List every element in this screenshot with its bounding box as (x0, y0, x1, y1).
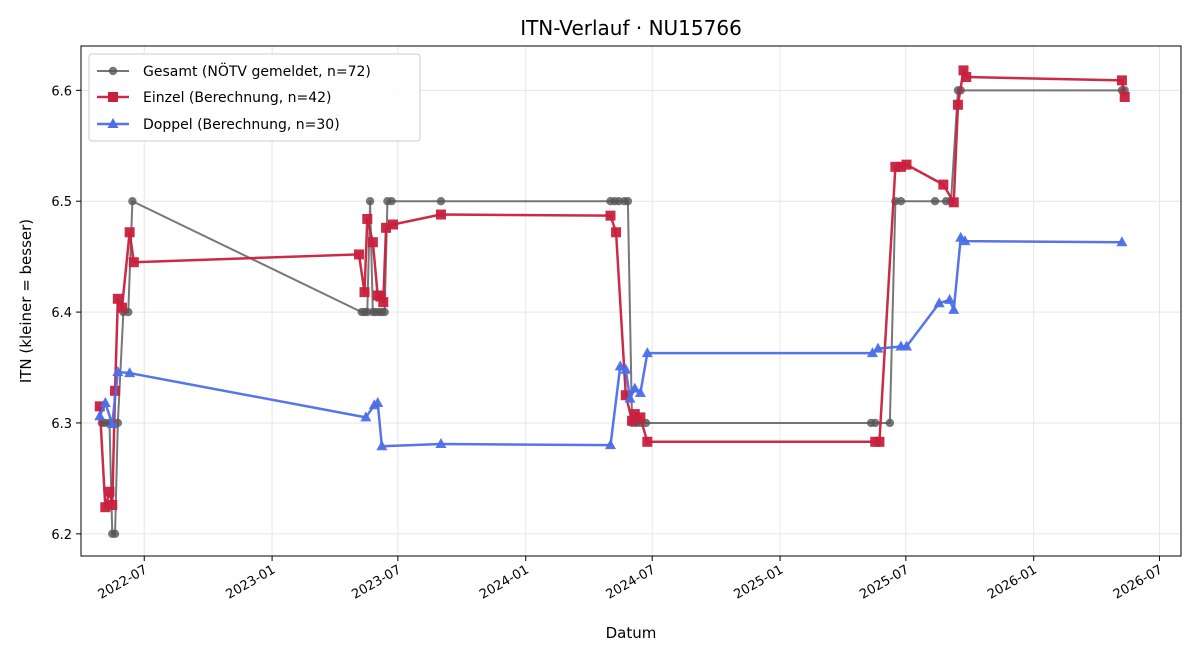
chart-title: ITN-Verlauf · NU15766 (520, 16, 742, 40)
y-tick-label: 6.3 (51, 417, 72, 432)
data-point-einzel (620, 390, 631, 401)
data-point-doppel (1116, 236, 1128, 247)
data-point-einzel (353, 249, 364, 260)
y-tick-label: 6.6 (51, 84, 72, 99)
data-point-doppel (106, 418, 118, 429)
y-axis-label: ITN (kleiner = besser) (17, 219, 35, 383)
data-point-einzel (901, 159, 912, 170)
data-point-einzel (94, 401, 105, 412)
series-layer (94, 65, 1130, 539)
y-tick-label: 6.2 (51, 528, 72, 543)
data-point-einzel (627, 415, 638, 426)
data-point-gesamt (885, 418, 895, 428)
data-point-doppel (944, 293, 956, 304)
data-point-einzel (642, 436, 653, 447)
data-point-einzel (948, 197, 959, 208)
data-point-doppel (435, 438, 447, 449)
x-axis-label: Datum (606, 624, 657, 642)
data-point-einzel (362, 213, 373, 224)
data-point-einzel (629, 409, 640, 420)
legend-entry-einzel: Einzel (Berechnung, n=42) (97, 90, 332, 106)
data-point-gesamt (365, 197, 375, 206)
series-line-einzel (98, 69, 1126, 509)
data-point-einzel (890, 161, 901, 172)
data-point-gesamt (387, 197, 396, 206)
data-point-einzel (611, 227, 622, 238)
plot-frame (80, 45, 1182, 557)
data-point-einzel (952, 99, 963, 110)
data-point-doppel (948, 303, 960, 314)
data-point-einzel (359, 287, 370, 298)
data-point-doppel (605, 439, 617, 450)
data-point-einzel (635, 412, 646, 423)
data-point-gesamt (436, 197, 446, 206)
data-point-einzel (895, 161, 906, 172)
data-point-doppel (959, 235, 971, 246)
data-point-doppel (94, 410, 106, 421)
data-point-gesamt (128, 197, 137, 206)
legend-marker-gesamt (108, 66, 118, 76)
data-point-einzel (100, 502, 111, 513)
data-point-einzel (958, 65, 969, 76)
legend-marker-einzel (108, 92, 118, 102)
data-point-einzel (938, 179, 949, 190)
data-point-gesamt (871, 418, 880, 428)
legend-entry-gesamt: Gesamt (NÖTV gemeldet, n=72) (97, 62, 371, 80)
data-point-gesamt (896, 197, 906, 206)
legend-label-einzel: Einzel (Berechnung, n=42) (143, 90, 332, 106)
data-point-einzel (1119, 92, 1130, 102)
data-point-doppel (933, 297, 945, 308)
legend: Gesamt (NÖTV gemeldet, n=72) Einzel (Ber… (88, 53, 421, 142)
data-point-doppel (124, 367, 136, 378)
data-point-einzel (874, 436, 885, 447)
data-point-doppel (872, 342, 884, 353)
legend-entry-doppel: Doppel (Berechnung, n=30) (97, 117, 340, 133)
data-point-einzel (104, 486, 115, 497)
data-point-gesamt (380, 307, 389, 317)
data-point-einzel (367, 237, 378, 248)
series-einzel (94, 65, 1130, 513)
data-point-einzel (605, 210, 616, 221)
data-point-einzel (388, 219, 399, 230)
data-point-doppel (112, 365, 124, 376)
series-doppel (94, 231, 1128, 451)
data-point-einzel (116, 302, 127, 313)
data-point-einzel (378, 297, 389, 308)
data-point-doppel (372, 397, 384, 407)
data-point-einzel (1116, 75, 1127, 86)
data-point-doppel (620, 363, 632, 374)
y-tick-label: 6.5 (51, 195, 72, 210)
data-point-einzel (112, 293, 123, 304)
legend-box (88, 53, 421, 142)
data-point-doppel (634, 387, 646, 398)
data-point-doppel (360, 411, 372, 422)
data-point-doppel (629, 382, 641, 393)
data-point-einzel (961, 72, 972, 83)
legend-label-gesamt: Gesamt (NÖTV gemeldet, n=72) (143, 62, 371, 80)
data-point-doppel (99, 397, 111, 407)
legend-label-doppel: Doppel (Berechnung, n=30) (143, 117, 340, 133)
data-point-einzel (128, 257, 139, 268)
legend-marker-doppel (107, 118, 119, 128)
data-point-einzel (375, 291, 386, 302)
data-point-doppel (624, 392, 636, 403)
data-point-doppel (866, 347, 878, 358)
data-point-einzel (435, 209, 446, 220)
data-point-gesamt (623, 197, 633, 206)
data-point-doppel (901, 340, 913, 351)
data-point-gesamt (110, 529, 120, 539)
data-point-einzel (107, 500, 118, 510)
data-point-doppel (376, 440, 388, 451)
data-point-doppel (614, 360, 626, 371)
data-point-doppel (641, 347, 653, 358)
data-point-gesamt (930, 197, 940, 206)
data-point-einzel (381, 222, 392, 233)
y-tick-label: 6.4 (51, 306, 72, 321)
data-point-einzel (124, 227, 135, 238)
